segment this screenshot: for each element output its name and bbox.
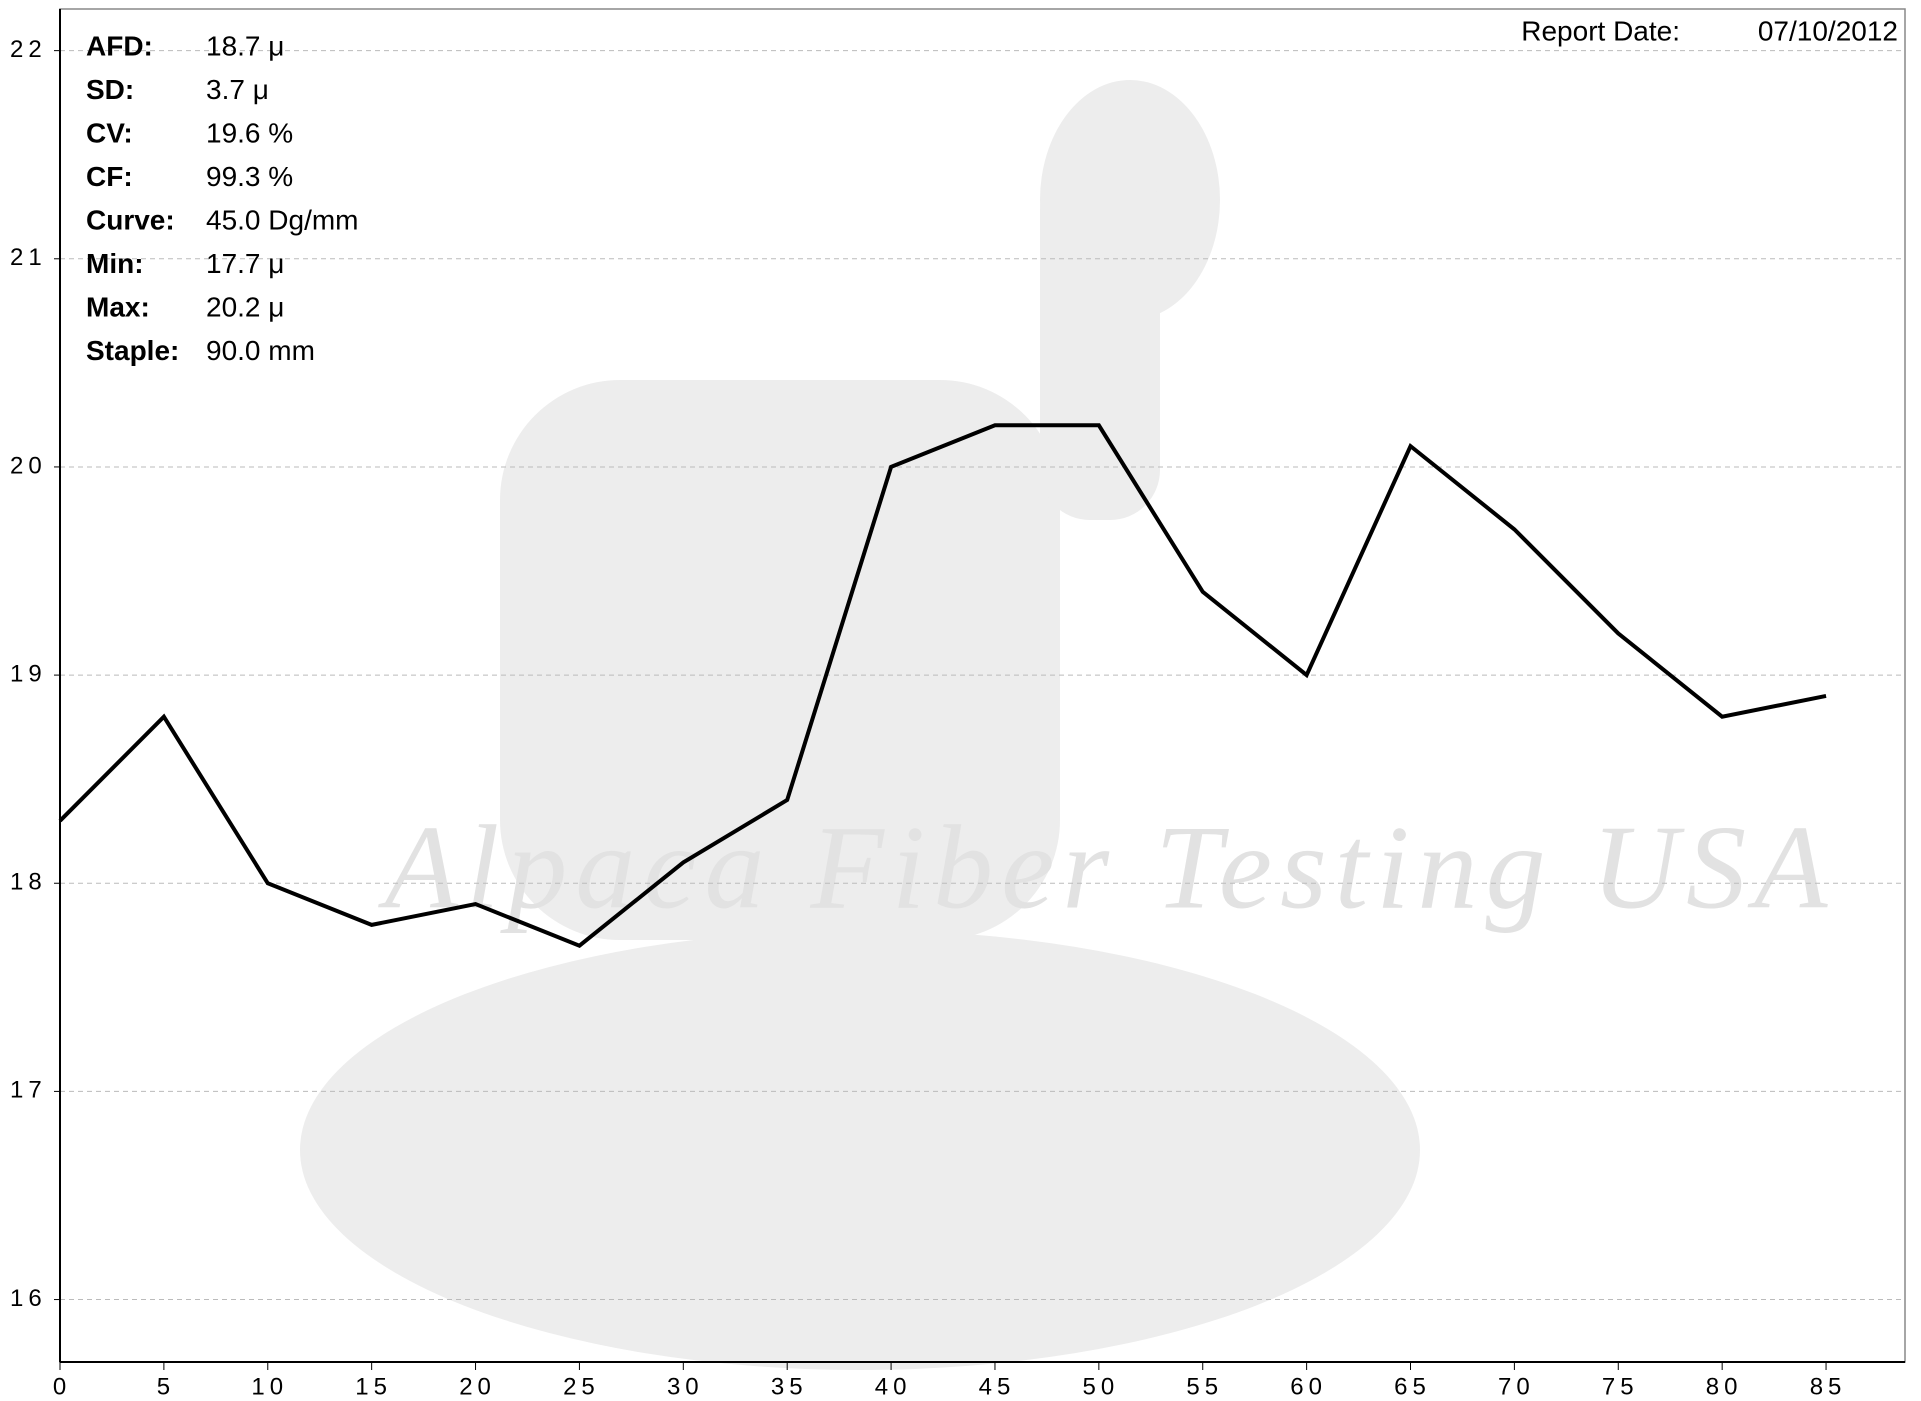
watermark-shape <box>300 80 1420 1370</box>
x-tick-label: 5 <box>157 1373 175 1400</box>
y-tick-label: 21 <box>10 244 47 271</box>
chart: Alpaca Fiber Testing USA Report Date: 07… <box>0 0 1921 1401</box>
y-tick-label: 17 <box>10 1077 47 1104</box>
stat-value: 18.7 μ <box>206 30 284 61</box>
x-tick-label: 75 <box>1602 1373 1639 1400</box>
x-tick-label: 20 <box>459 1373 496 1400</box>
report-date: 07/10/2012 <box>1758 15 1898 46</box>
x-tick-label: 70 <box>1498 1373 1535 1400</box>
y-tick-label: 22 <box>10 36 47 63</box>
stat-value: 3.7 μ <box>206 74 269 105</box>
stat-label: AFD: <box>86 30 153 61</box>
x-tick-label: 50 <box>1082 1373 1119 1400</box>
stat-value: 17.7 μ <box>206 248 284 279</box>
stat-label: SD: <box>86 74 134 105</box>
stat-value: 19.6 % <box>206 117 293 148</box>
x-tick-label: 15 <box>355 1373 392 1400</box>
watermark: Alpaca Fiber Testing USA <box>378 801 1836 934</box>
x-tick-label: 30 <box>667 1373 704 1400</box>
stat-value: 99.3 % <box>206 161 293 192</box>
x-tick-label: 80 <box>1706 1373 1743 1400</box>
stat-value: 90.0 mm <box>206 335 315 366</box>
stat-value: 45.0 Dg/mm <box>206 204 359 235</box>
y-tick-label: 20 <box>10 452 47 479</box>
y-tick-label: 18 <box>10 869 47 896</box>
report-date-label: Report Date: <box>1521 15 1680 46</box>
x-tick-label: 45 <box>979 1373 1016 1400</box>
stat-label: Min: <box>86 248 144 279</box>
x-tick-label: 65 <box>1394 1373 1431 1400</box>
y-tick-label: 16 <box>10 1285 47 1312</box>
stat-label: CV: <box>86 117 133 148</box>
x-tick-label: 10 <box>251 1373 288 1400</box>
stat-label: Max: <box>86 291 150 322</box>
stat-label: CF: <box>86 161 133 192</box>
x-tick-label: 60 <box>1290 1373 1327 1400</box>
x-tick-label: 0 <box>53 1373 71 1400</box>
stat-label: Curve: <box>86 204 175 235</box>
x-tick-label: 85 <box>1810 1373 1847 1400</box>
y-tick-label: 19 <box>10 660 47 687</box>
x-tick-label: 25 <box>563 1373 600 1400</box>
page: Alpaca Fiber Testing USA Report Date: 07… <box>0 0 1921 1401</box>
x-tick-label: 40 <box>875 1373 912 1400</box>
x-tick-label: 35 <box>771 1373 808 1400</box>
stat-value: 20.2 μ <box>206 291 284 322</box>
stat-label: Staple: <box>86 335 179 366</box>
x-tick-label: 55 <box>1186 1373 1223 1400</box>
